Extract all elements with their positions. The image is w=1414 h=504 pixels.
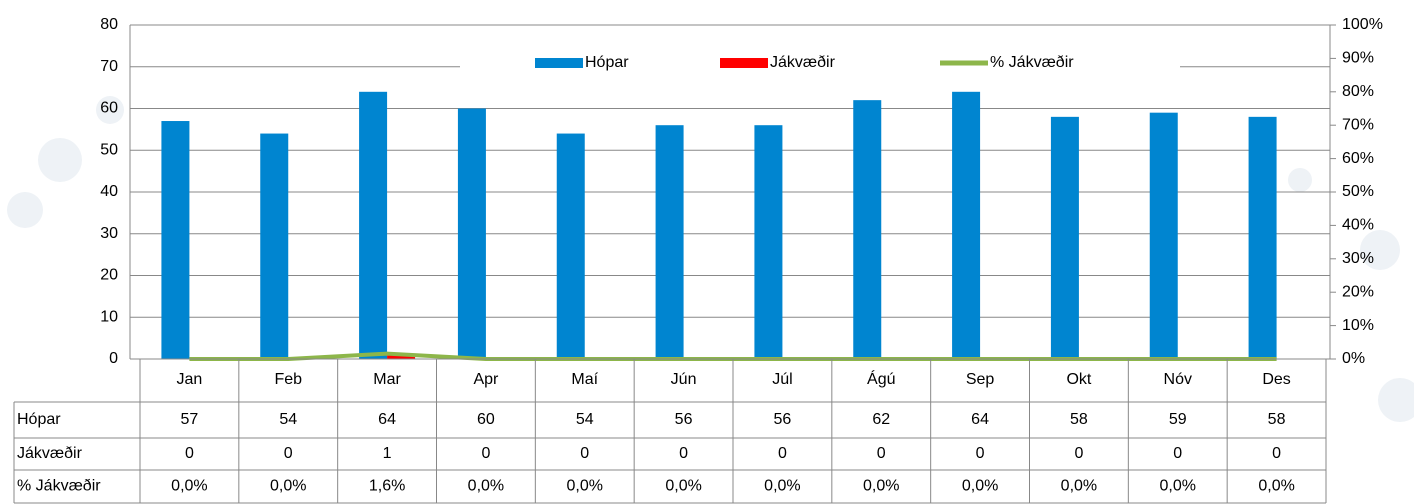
y-tick-label: 10 [100,308,118,325]
legend-swatch [535,58,583,68]
y2-tick-label: 0% [1342,350,1365,367]
table-value: 0 [580,445,589,462]
table-value: 0 [877,445,886,462]
x-tick-label: Feb [274,371,302,388]
y2-tick-label: 50% [1342,183,1374,200]
table-value: 0 [1173,445,1182,462]
table-value: 56 [675,411,693,428]
x-tick-label: Mar [373,371,401,388]
table-value: 54 [279,411,297,428]
table-value: 0 [778,445,787,462]
table-value: 0,0% [567,478,603,495]
bar [952,91,981,360]
table-row-label: % Jákvæðir [17,478,101,495]
table-value: 0,0% [1258,478,1294,495]
y2-tick-label: 70% [1342,116,1374,133]
y-tick-label: 0 [109,350,118,367]
y2-tick-label: 40% [1342,217,1374,234]
table-value: 0,0% [468,478,504,495]
table-row-label: Hópar [17,411,61,428]
y2-tick-label: 80% [1342,83,1374,100]
table-value: 64 [378,411,396,428]
bar [457,108,486,359]
bar [754,125,783,359]
y-tick-label: 20 [100,267,118,284]
x-tick-label: Apr [473,371,499,388]
y-tick-label: 30 [100,225,118,242]
y2-tick-label: 60% [1342,150,1374,167]
x-tick-label: Jún [671,371,697,388]
line [189,351,1277,361]
table-value: 0,0% [863,478,899,495]
bar [260,133,289,359]
table-value: 0,0% [1061,478,1097,495]
bar [1050,116,1079,359]
table-value: 0,0% [270,478,306,495]
table-value: 0 [481,445,490,462]
x-tick-label: Okt [1066,371,1091,388]
table-value: 0 [1074,445,1083,462]
table-value: 0,0% [962,478,998,495]
y-tick-label: 40 [100,183,118,200]
bar [853,100,882,360]
x-tick-label: Sep [966,371,995,388]
x-tick-label: Des [1262,371,1290,388]
y2-tick-label: 30% [1342,250,1374,267]
table-value: 58 [1268,411,1286,428]
table-value: 56 [774,411,792,428]
table-value: 0,0% [171,478,207,495]
legend-swatch [720,58,768,68]
x-tick-label: Ágú [867,369,895,388]
bar [556,133,585,359]
table-value: 59 [1169,411,1187,428]
table-value: 62 [872,411,890,428]
y2-tick-label: 20% [1342,283,1374,300]
x-tick-label: Nóv [1164,371,1192,388]
table-value: 0 [185,445,194,462]
table-value: 58 [1070,411,1088,428]
y2-tick-label: 90% [1342,50,1374,67]
x-tick-label: Maí [571,371,598,388]
table-value: 57 [181,411,199,428]
table-value: 0,0% [764,478,800,495]
legend-label: Jákvæðir [770,54,836,71]
table-value: 1 [383,445,392,462]
y-tick-label: 50 [100,141,118,158]
table-value: 60 [477,411,495,428]
legend-label: % Jákvæðir [990,54,1074,71]
background-dots [7,96,1414,422]
y2-tick-label: 10% [1342,317,1374,334]
bar [161,121,190,360]
y2-tick-label: 100% [1342,16,1383,33]
table-value: 0 [679,445,688,462]
bar [655,125,684,359]
table-value: 0,0% [1160,478,1196,495]
bar [359,91,388,360]
table-value: 0 [1272,445,1281,462]
table-value: 64 [971,411,989,428]
table-value: 0 [284,445,293,462]
table-value: 1,6% [369,478,405,495]
y-tick-label: 70 [100,58,118,75]
x-tick-label: Jan [177,371,203,388]
x-tick-label: Júl [772,371,792,388]
bar [1248,116,1277,359]
bar [387,354,416,359]
bar [1149,112,1178,359]
legend-label: Hópar [585,54,629,71]
y-tick-label: 60 [100,100,118,117]
y-tick-label: 80 [100,16,118,33]
table-value: 0 [976,445,985,462]
table-value: 54 [576,411,594,428]
table-value: 0,0% [665,478,701,495]
table-row-label: Jákvæðir [17,445,83,462]
